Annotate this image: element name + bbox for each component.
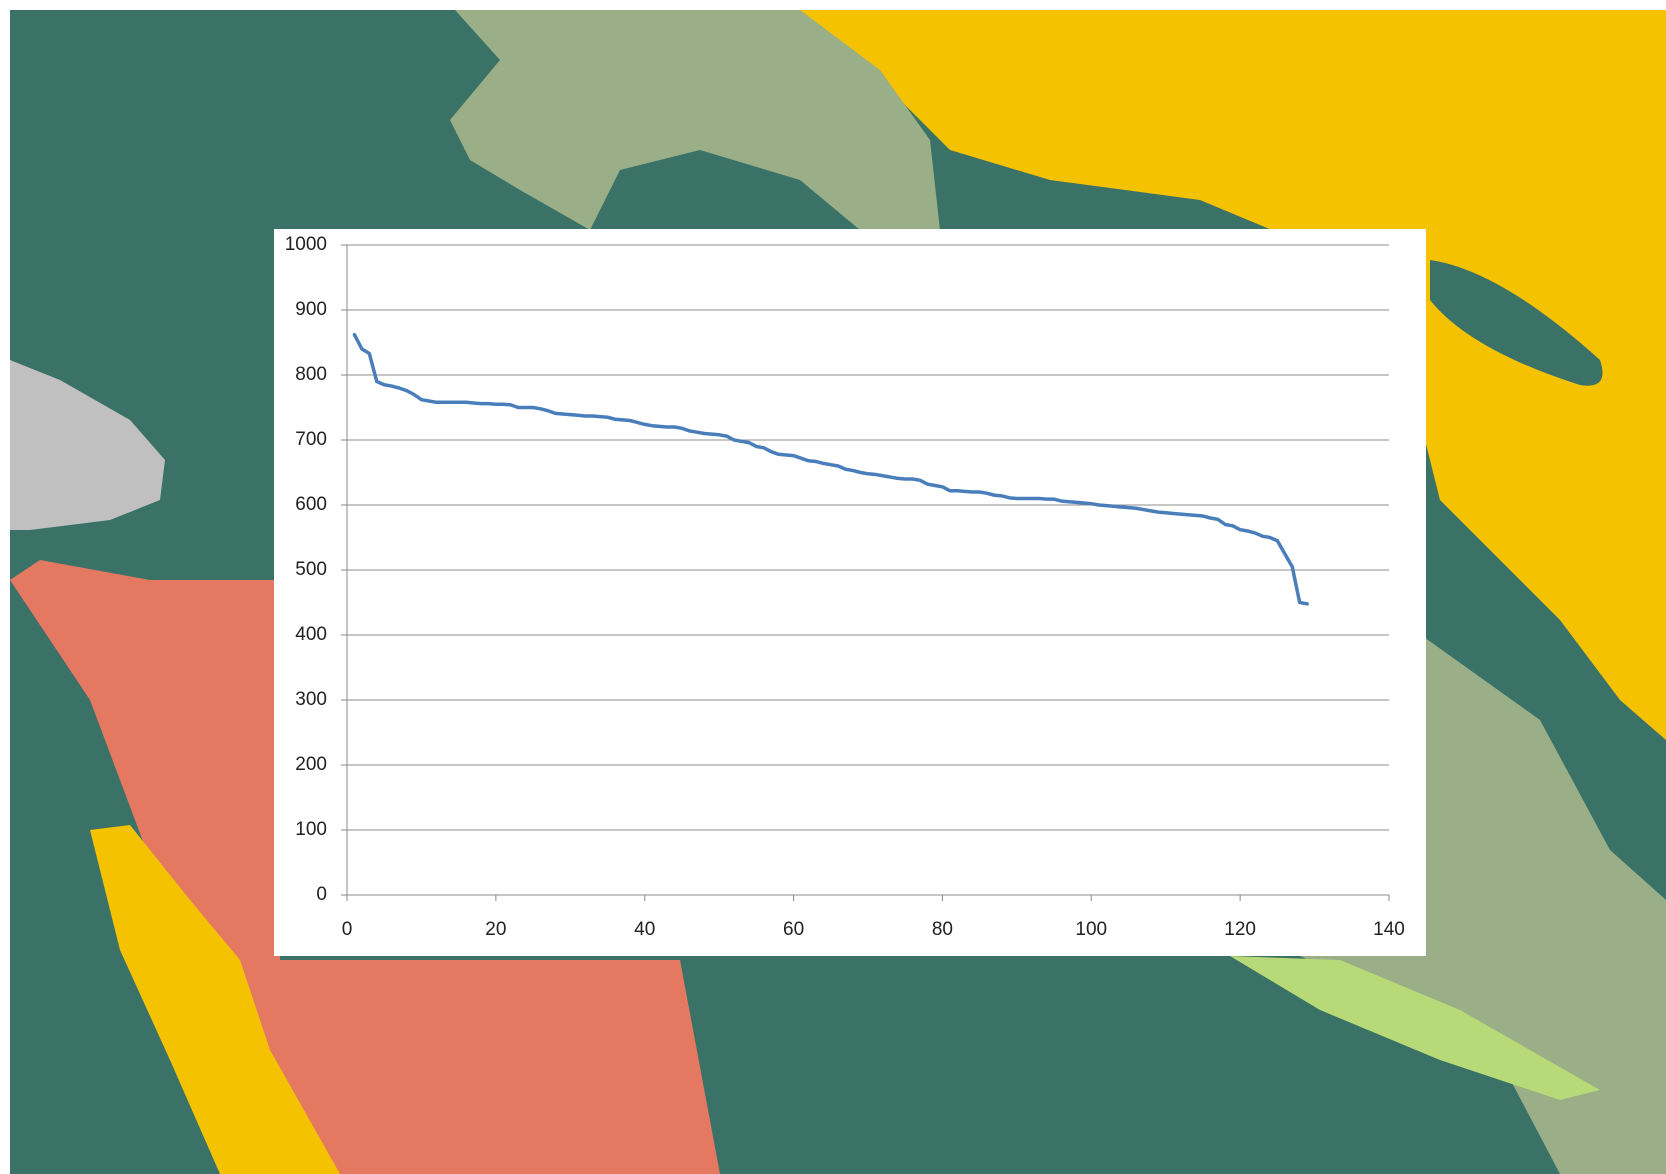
y-tick-label: 300 [295, 689, 327, 710]
y-tick-label: 400 [295, 624, 327, 645]
data-line [352, 332, 1309, 606]
map-teal-island [1430, 260, 1603, 386]
map-salmon-region [10, 560, 720, 1174]
x-tick-label: 20 [485, 919, 506, 940]
x-tick-label: 140 [1373, 919, 1405, 940]
x-tick-label: 0 [342, 919, 353, 940]
chart-background [274, 229, 1426, 956]
x-tick-label: 120 [1224, 919, 1256, 940]
y-tick-label: 200 [295, 754, 327, 775]
chart: 0 100 200 300 400 500 600 700 800 900 1000 0 20 40 60 8… [285, 234, 1405, 940]
map-yellow-region-2 [90, 825, 340, 1174]
y-tick-label: 900 [295, 299, 327, 320]
map-sage-region [450, 10, 940, 230]
y-tick-label: 500 [295, 559, 327, 580]
x-tick-label: 80 [932, 919, 953, 940]
map-yellow-region [800, 10, 1666, 740]
y-tick-label: 0 [316, 884, 327, 905]
y-tick-label: 100 [295, 819, 327, 840]
y-tick-label: 700 [295, 429, 327, 450]
x-tick-label: 40 [634, 919, 655, 940]
map-lime-region [1230, 956, 1600, 1100]
x-tick-label: 60 [783, 919, 804, 940]
x-tick-label: 100 [1075, 919, 1107, 940]
map-gray-region [10, 360, 165, 530]
map-sage-region-2 [1300, 620, 1666, 1174]
y-tick-label: 800 [295, 364, 327, 385]
y-tick-label: 1000 [285, 234, 327, 255]
y-tick-label: 600 [295, 494, 327, 515]
